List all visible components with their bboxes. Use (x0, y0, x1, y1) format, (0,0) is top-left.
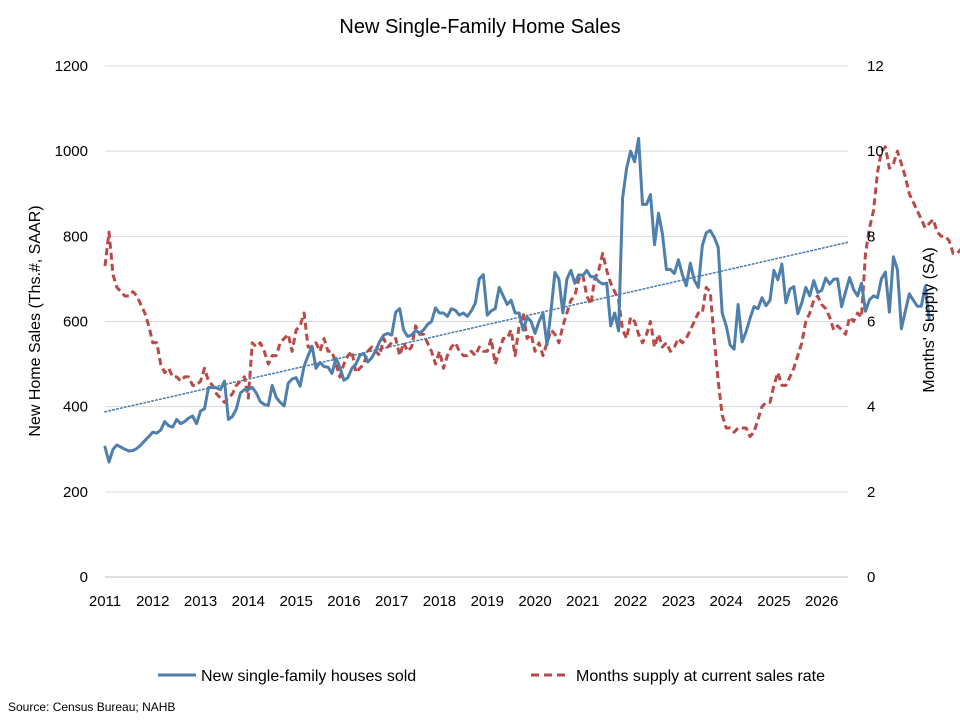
x-tick-label: 2021 (566, 593, 599, 610)
left-tick-label: 600 (63, 314, 88, 331)
right-tick-label: 4 (867, 399, 875, 416)
right-axis-ticks: 0 2 4 6 8 10 12 (867, 58, 884, 586)
series-line-houses-sold (103, 136, 931, 464)
chart-title: New Single-Family Home Sales (339, 16, 620, 38)
left-tick-label: 1200 (55, 58, 88, 75)
source-note: Source: Census Bureau; NAHB (8, 700, 175, 714)
trend-line (104, 241, 849, 413)
left-tick-label: 1000 (55, 143, 88, 160)
right-tick-label: 0 (867, 569, 875, 586)
right-tick-label: 10 (867, 143, 884, 160)
x-tick-label: 2022 (614, 593, 647, 610)
right-tick-label: 6 (867, 314, 875, 331)
x-tick-label: 2014 (232, 593, 265, 610)
left-tick-label: 0 (80, 569, 88, 586)
x-axis-ticks: 2011 2012 2013 2014 2015 2016 2017 2018 2019 2020… (89, 593, 839, 610)
x-tick-label: 2017 (375, 593, 408, 610)
x-tick-label: 2016 (327, 593, 360, 610)
right-tick-label: 8 (867, 228, 875, 245)
right-axis-title: Months' Supply (SA) (921, 247, 938, 392)
right-tick-label: 12 (867, 58, 884, 75)
x-tick-label: 2025 (757, 593, 790, 610)
x-tick-label: 2012 (136, 593, 169, 610)
left-tick-label: 200 (63, 484, 88, 501)
x-tick-label: 2026 (805, 593, 838, 610)
x-tick-label: 2019 (471, 593, 504, 610)
right-tick-label: 2 (867, 484, 875, 501)
series-line-months-supply (103, 145, 960, 438)
series-layer (103, 136, 960, 464)
left-axis-ticks: 0 200 400 600 800 1000 1200 (55, 58, 88, 586)
gridlines (105, 65, 848, 578)
x-tick-label: 2023 (662, 593, 695, 610)
x-tick-label: 2015 (279, 593, 312, 610)
legend: New single-family houses sold Months sup… (158, 668, 825, 685)
legend-label-months-supply: Months supply at current sales rate (576, 668, 825, 685)
left-tick-label: 400 (63, 399, 88, 416)
x-tick-label: 2011 (89, 593, 121, 610)
x-tick-label: 2018 (423, 593, 456, 610)
legend-label-houses-sold: New single-family houses sold (201, 668, 416, 685)
x-tick-label: 2020 (518, 593, 551, 610)
x-tick-label: 2024 (709, 593, 742, 610)
x-tick-label: 2013 (184, 593, 217, 610)
left-axis-title: New Home Sales (Ths.#, SAAR) (27, 205, 44, 436)
left-tick-label: 800 (63, 228, 88, 245)
